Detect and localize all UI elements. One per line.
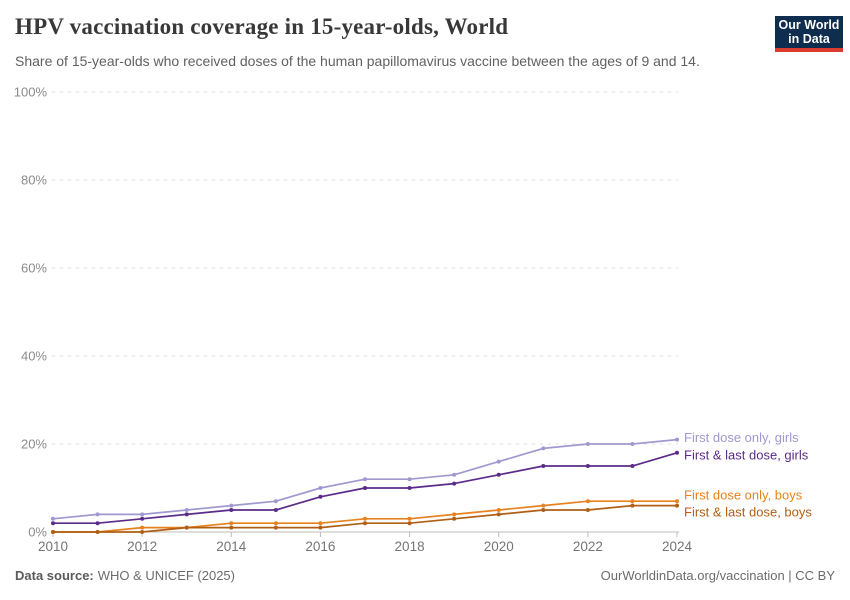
x-tick-label-2016: 2016 xyxy=(305,539,335,554)
data-point[interactable] xyxy=(407,477,412,482)
data-point[interactable] xyxy=(496,459,501,464)
data-point[interactable] xyxy=(452,512,457,517)
footer: Data source: WHO & UNICEF (2025) OurWorld… xyxy=(15,568,835,583)
x-tick-label-2018: 2018 xyxy=(395,539,425,554)
data-point[interactable] xyxy=(363,521,367,526)
data-point[interactable] xyxy=(51,516,55,521)
data-source-value: WHO & UNICEF (2025) xyxy=(97,568,235,583)
y-tick-label-60: 60% xyxy=(21,261,47,276)
x-tick-label-2012: 2012 xyxy=(127,539,157,554)
data-point[interactable] xyxy=(675,503,679,508)
data-point[interactable] xyxy=(496,512,501,517)
data-point[interactable] xyxy=(140,525,145,530)
data-point[interactable] xyxy=(452,472,457,477)
data-point[interactable] xyxy=(363,486,367,490)
x-tick-label-2014: 2014 xyxy=(216,539,247,554)
y-tick-label-0: 0% xyxy=(28,525,47,540)
data-point[interactable] xyxy=(585,442,590,446)
data-point[interactable] xyxy=(229,525,234,530)
data-point[interactable] xyxy=(273,525,278,530)
data-point[interactable] xyxy=(407,521,412,526)
data-point[interactable] xyxy=(407,516,412,521)
data-point[interactable] xyxy=(630,442,635,446)
data-point[interactable] xyxy=(363,477,367,482)
data-point[interactable] xyxy=(496,472,501,477)
y-tick-label-20: 20% xyxy=(21,437,47,452)
data-point[interactable] xyxy=(541,503,546,508)
data-point[interactable] xyxy=(363,516,367,521)
owid-logo[interactable]: Our World in Data xyxy=(775,16,843,52)
data-point[interactable] xyxy=(541,446,546,451)
data-point[interactable] xyxy=(140,512,145,517)
data-point[interactable] xyxy=(452,481,457,486)
legend-label-series-1[interactable]: First dose only, girls xyxy=(684,430,799,445)
data-point[interactable] xyxy=(630,503,635,508)
data-point[interactable] xyxy=(318,494,323,499)
data-point[interactable] xyxy=(184,508,189,512)
page-title: HPV vaccination coverage in 15-year-olds… xyxy=(15,14,509,39)
data-point[interactable] xyxy=(140,530,145,534)
data-point[interactable] xyxy=(585,464,590,468)
x-tick-label-2010: 2010 xyxy=(38,539,68,554)
data-point[interactable] xyxy=(452,516,457,521)
data-point[interactable] xyxy=(675,499,679,504)
data-point[interactable] xyxy=(407,486,412,490)
series-line-3[interactable] xyxy=(53,500,677,533)
legend-label-series-4[interactable]: First & last dose, boys xyxy=(684,505,812,520)
data-point[interactable] xyxy=(630,499,635,504)
owid-logo-line1: Our World xyxy=(778,18,840,32)
data-source-label: Data source: xyxy=(15,568,94,583)
footer-citation-link[interactable]: OurWorldinData.org/vaccination | CC BY xyxy=(600,568,835,583)
data-point[interactable] xyxy=(95,512,100,517)
data-point[interactable] xyxy=(318,521,323,526)
data-point[interactable] xyxy=(273,499,278,504)
data-point[interactable] xyxy=(95,530,100,534)
data-point[interactable] xyxy=(585,499,590,504)
data-point[interactable] xyxy=(675,437,679,442)
data-point[interactable] xyxy=(273,521,278,526)
data-point[interactable] xyxy=(95,521,100,526)
data-point[interactable] xyxy=(630,464,635,468)
data-point[interactable] xyxy=(140,516,145,521)
chart-subtitle: Share of 15-year-olds who received doses… xyxy=(15,53,700,69)
data-point[interactable] xyxy=(675,450,679,455)
owid-logo-line2: in Data xyxy=(788,32,830,46)
data-point[interactable] xyxy=(184,512,189,517)
data-point[interactable] xyxy=(585,508,590,512)
y-tick-label-40: 40% xyxy=(21,349,47,364)
data-point[interactable] xyxy=(229,508,234,512)
legend-label-series-3[interactable]: First dose only, boys xyxy=(684,487,803,502)
data-point[interactable] xyxy=(229,503,234,508)
x-tick-label-2024: 2024 xyxy=(662,539,693,554)
legend-label-series-2[interactable]: First & last dose, girls xyxy=(684,447,809,462)
x-tick-label-2020: 2020 xyxy=(484,539,514,554)
data-point[interactable] xyxy=(273,508,278,512)
y-tick-label-80: 80% xyxy=(21,173,47,188)
data-point[interactable] xyxy=(51,521,55,526)
data-point[interactable] xyxy=(51,530,55,534)
data-point[interactable] xyxy=(318,525,323,530)
data-point[interactable] xyxy=(496,508,501,512)
data-point[interactable] xyxy=(318,486,323,490)
y-tick-label-100: 100% xyxy=(14,85,48,100)
data-point[interactable] xyxy=(229,521,234,526)
x-tick-label-2022: 2022 xyxy=(573,539,603,554)
data-point[interactable] xyxy=(541,464,546,468)
data-point[interactable] xyxy=(184,525,189,530)
data-point[interactable] xyxy=(541,508,546,512)
